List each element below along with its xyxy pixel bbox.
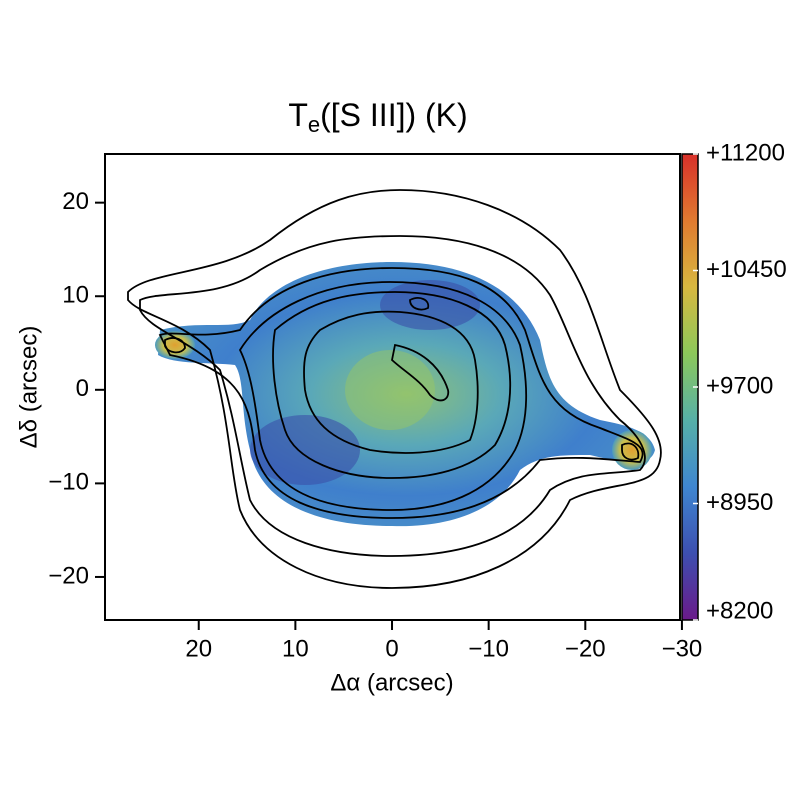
lobe [155, 331, 195, 359]
contour [409, 297, 430, 311]
x-tick-label: −20 [565, 635, 606, 662]
y-tick-label: 10 [62, 282, 89, 309]
x-tick-label: 10 [282, 635, 309, 662]
contour [127, 189, 662, 589]
contour [303, 310, 479, 454]
y-tick-label: −20 [48, 562, 89, 589]
contour [391, 343, 450, 402]
title-suffix: ([S III]) (K) [320, 97, 468, 133]
colorbar-tick-label: +11200 [706, 139, 785, 166]
title-main: T [288, 97, 308, 133]
colorbar-tick-label: +8950 [706, 489, 773, 516]
y-tick-label: −10 [48, 469, 89, 496]
x-axis-label: Δα (arcsec) [330, 669, 453, 696]
title-subscript: e [308, 112, 320, 137]
map [127, 189, 662, 589]
x-tick-label: −10 [468, 635, 509, 662]
contour [621, 442, 640, 461]
bright-region [345, 350, 435, 430]
x-tick-label: −30 [662, 635, 703, 662]
chart-title: Te([S III]) (K) [288, 97, 467, 136]
x-tick-label: 0 [385, 635, 398, 662]
dark-region [250, 415, 360, 485]
y-tick-label: 20 [62, 188, 89, 215]
y-tick-label: 0 [76, 375, 89, 402]
colorbar-tick-label: +10450 [706, 256, 787, 283]
y-axis-label: Δδ (arcsec) [15, 326, 42, 449]
x-tick-label: 20 [185, 635, 212, 662]
contour [158, 267, 644, 519]
contour [164, 337, 186, 354]
colorbar-tick-label: +8200 [706, 597, 773, 624]
contour [238, 281, 528, 511]
colorbar-tick-label: +9700 [706, 372, 773, 399]
contour [272, 291, 512, 479]
contour [139, 235, 646, 557]
